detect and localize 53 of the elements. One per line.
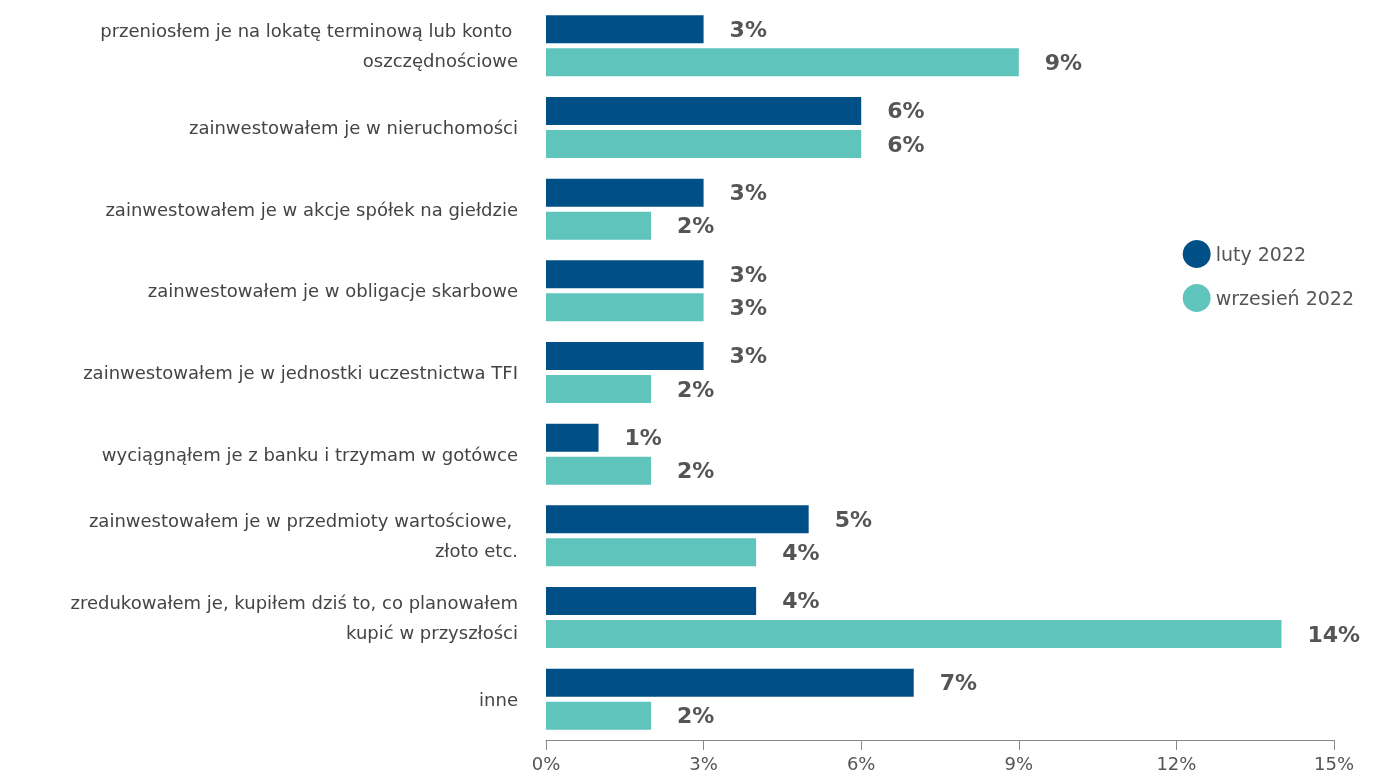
data-label: 6% bbox=[887, 131, 925, 157]
y-tick-label: zainwestowałem je w jednostki uczestnictwa TFI bbox=[83, 362, 518, 383]
x-tick-label: 12% bbox=[1156, 752, 1197, 774]
y-tick-label: zainwestowałem je w akcje spółek na giełdzie bbox=[105, 198, 518, 220]
y-tick-label: zredukowałem je, kupiłem dziś to, co planowałem kupić w przyszłości bbox=[70, 592, 518, 643]
bar bbox=[546, 538, 757, 567]
data-label: 14% bbox=[1307, 621, 1361, 647]
data-label: 9% bbox=[1044, 49, 1083, 75]
data-label: 4% bbox=[782, 539, 820, 565]
data-label: 2% bbox=[677, 213, 715, 239]
bar bbox=[546, 260, 704, 289]
data-label: 5% bbox=[834, 506, 873, 532]
y-tick-label: inne bbox=[479, 688, 518, 710]
x-tick-label: 15% bbox=[1313, 752, 1355, 774]
bar bbox=[546, 668, 914, 697]
bar bbox=[546, 211, 652, 240]
data-label: 6% bbox=[887, 98, 925, 124]
bar bbox=[546, 375, 652, 404]
data-label: 3% bbox=[729, 16, 767, 42]
y-tick-label: przeniosłem je na lokatę terminową lub konto oszczędnościowe bbox=[100, 20, 518, 72]
bar bbox=[546, 505, 809, 534]
x-tick-label: 3% bbox=[689, 752, 718, 774]
bar bbox=[546, 293, 704, 322]
legend-label: wrzesień 2022 bbox=[1215, 287, 1355, 309]
bar bbox=[546, 48, 1019, 77]
bar bbox=[546, 96, 862, 125]
x-tick-label: 9% bbox=[1004, 752, 1034, 774]
x-tick-label: 6% bbox=[846, 752, 876, 774]
data-label: 2% bbox=[677, 703, 715, 729]
legend-label: luty 2022 bbox=[1215, 243, 1307, 265]
data-label: 1% bbox=[624, 425, 662, 451]
data-label: 7% bbox=[939, 670, 978, 696]
y-tick-label: zainwestowałem je w nieruchomości bbox=[188, 117, 518, 138]
data-label: 3% bbox=[729, 294, 767, 320]
data-label: 3% bbox=[729, 343, 767, 369]
y-tick-label: zainwestowałem je w przedmioty wartościowe, złoto etc. bbox=[88, 510, 518, 562]
x-tick-label: 0% bbox=[531, 752, 561, 774]
data-label: 3% bbox=[729, 261, 767, 287]
bar bbox=[546, 15, 704, 44]
bar bbox=[546, 586, 757, 615]
data-label: 2% bbox=[677, 376, 715, 402]
data-label: 2% bbox=[677, 458, 715, 484]
y-tick-label: zainwestowałem je w obligacje skarbowe bbox=[147, 280, 518, 302]
data-label: 3% bbox=[729, 180, 767, 206]
bar bbox=[546, 423, 599, 452]
bar bbox=[546, 341, 704, 370]
bar bbox=[546, 620, 1282, 649]
bar bbox=[546, 701, 652, 730]
bar bbox=[546, 178, 704, 207]
bar bbox=[546, 130, 862, 159]
data-label: 4% bbox=[782, 588, 820, 614]
y-tick-label: wyciągnąłem je z banku i trzymam w gotówce bbox=[101, 443, 518, 465]
bar bbox=[546, 456, 652, 485]
